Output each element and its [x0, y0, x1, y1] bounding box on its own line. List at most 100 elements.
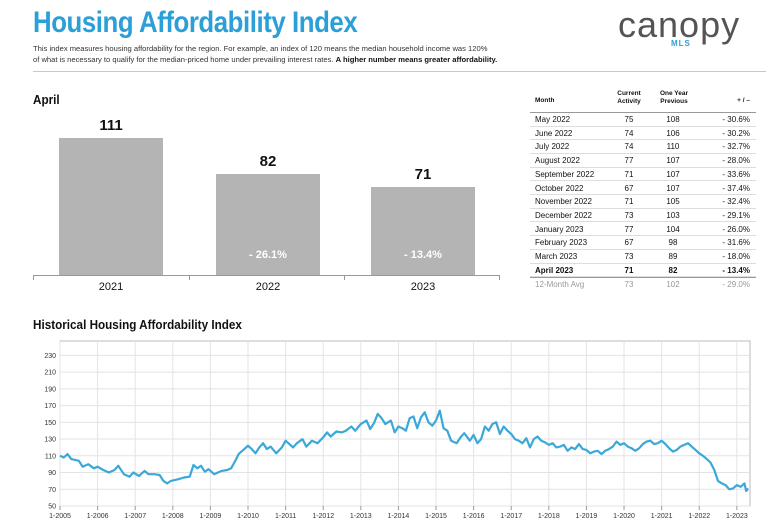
x-tick-label: 1-2013: [350, 513, 372, 520]
history-line-chart: 50 70 90 110 130 150 170 190 210 230 1-2005 1-2006 1…: [44, 340, 751, 520]
cell-month: February 2023: [535, 238, 588, 248]
cell-month: August 2022: [535, 156, 580, 166]
bar-section-title: April: [33, 92, 60, 107]
description-line-2: of what is necessary to qualify for the …: [33, 54, 497, 65]
cell-month: June 2022: [535, 128, 573, 138]
bar-change-label: - 26.1%: [249, 249, 287, 261]
canopy-mls-logo: canopy MLS: [618, 4, 763, 49]
table-row: October 2022 67 107 - 37.4%: [530, 182, 756, 195]
x-tick-label: 1-2014: [388, 513, 410, 520]
bar-category-label: 2023: [410, 281, 436, 293]
bar-change-label: - 13.4%: [404, 249, 442, 261]
table-row: November 2022 71 105 - 32.4%: [530, 195, 756, 209]
cell-current: 71: [624, 169, 634, 179]
cell-month: April 2023: [535, 265, 574, 275]
y-tick-label: 210: [44, 370, 56, 377]
logo-sub: MLS: [671, 39, 691, 48]
series-line-hai: [59, 409, 749, 492]
x-tick-label: 1-2011: [275, 513, 296, 520]
cell-change: - 31.6%: [722, 238, 750, 248]
cell-month: March 2023: [535, 252, 578, 261]
cell-change: - 28.0%: [722, 156, 750, 166]
cell-month: December 2022: [535, 210, 592, 220]
table-row: July 2022 74 110 - 32.7%: [530, 140, 756, 154]
logo-word: canopy: [618, 4, 741, 45]
cell-previous: 108: [666, 115, 680, 124]
y-tick-label: 90: [48, 470, 56, 477]
cell-month: 12-Month Avg: [535, 280, 585, 290]
bar-2022: [216, 173, 320, 275]
x-tick-label: 1-2018: [538, 513, 560, 520]
bar-2023: [371, 187, 475, 275]
table-row: May 2022 75 108 - 30.6%: [530, 113, 756, 127]
cell-current: 71: [624, 265, 634, 275]
y-tick-label: 70: [48, 487, 56, 494]
cell-month: September 2022: [535, 169, 595, 179]
cell-month: May 2022: [535, 115, 571, 124]
bar-2021: [59, 138, 163, 275]
x-tick-label: 1-2008: [162, 513, 184, 520]
cell-previous: 105: [666, 197, 680, 207]
description-bold: A higher number means greater affordabil…: [335, 55, 498, 64]
bar-tick: [33, 275, 34, 280]
x-tick-label: 1-2006: [87, 513, 109, 520]
table-row: January 2023 77 104 - 26.0%: [530, 223, 756, 237]
cell-current: 75: [624, 115, 634, 124]
cell-previous: 106: [666, 128, 680, 138]
table-header-divider: [530, 112, 756, 113]
x-tick-label: 1-2012: [312, 513, 334, 520]
cell-current: 74: [624, 142, 634, 152]
table-row: September 2022 71 107 - 33.6%: [530, 168, 756, 182]
bar-category-label: 2022: [255, 281, 281, 293]
cell-previous: 107: [666, 183, 680, 193]
cell-previous: 103: [666, 210, 680, 220]
cell-previous: 82: [668, 265, 678, 275]
cell-change: - 26.0%: [722, 224, 750, 234]
table-row: April 2023 71 82 - 13.4%: [530, 264, 756, 278]
cell-previous: 104: [666, 224, 680, 234]
cell-current: 77: [624, 224, 634, 234]
x-tick-label: 1-2019: [576, 513, 598, 520]
cell-change: - 32.4%: [722, 197, 750, 207]
description-line-1: This index measures housing affordabilit…: [33, 44, 488, 53]
cell-change: - 30.6%: [722, 115, 750, 124]
x-tick-label: 1-2007: [124, 513, 146, 520]
x-tick-label: 1-2009: [200, 513, 222, 520]
y-tick-label: 130: [44, 437, 56, 444]
cell-previous: 107: [666, 156, 680, 166]
cell-month: November 2022: [535, 197, 592, 207]
cell-month: January 2023: [535, 224, 584, 234]
cell-month: July 2022: [535, 142, 570, 152]
cell-change: - 13.4%: [722, 265, 750, 275]
x-tick-label: 1-2015: [425, 513, 447, 520]
bar-value-label: 111: [99, 117, 123, 134]
table-row: August 2022 77 107 - 28.0%: [530, 154, 756, 168]
table-row: June 2022 74 106 - 30.2%: [530, 127, 756, 141]
cell-current: 67: [624, 183, 634, 193]
table-avg-row: 12-Month Avg 73 102 - 29.0%: [530, 277, 756, 291]
x-tick-label: 1-2017: [500, 513, 522, 520]
cell-previous: 107: [666, 169, 680, 179]
y-tick-label: 150: [44, 420, 56, 427]
cell-change: - 33.6%: [722, 169, 750, 179]
cell-previous: 102: [666, 280, 680, 290]
y-tick-label: 50: [48, 504, 56, 511]
report-title: Housing Affordability Index: [33, 6, 358, 39]
x-tick-label: 1-2005: [49, 513, 71, 520]
cell-current: 73: [624, 252, 634, 261]
th-previous: One Year Previous: [659, 90, 689, 105]
bar-category-label: 2021: [98, 281, 124, 293]
plot-area: [59, 340, 751, 507]
history-section-title: Historical Housing Affordability Index: [33, 317, 242, 332]
cell-previous: 89: [668, 252, 678, 261]
header-divider: [33, 71, 766, 72]
bar-baseline: [33, 275, 500, 276]
cell-change: - 29.0%: [722, 280, 750, 290]
y-tick-label: 170: [44, 403, 56, 410]
x-tick-label: 1-2023: [726, 513, 748, 520]
cell-current: 67: [624, 238, 634, 248]
y-tick-label: 230: [44, 353, 56, 360]
cell-current: 71: [624, 197, 634, 207]
bar-tick: [499, 275, 500, 280]
cell-previous: 110: [666, 142, 680, 152]
